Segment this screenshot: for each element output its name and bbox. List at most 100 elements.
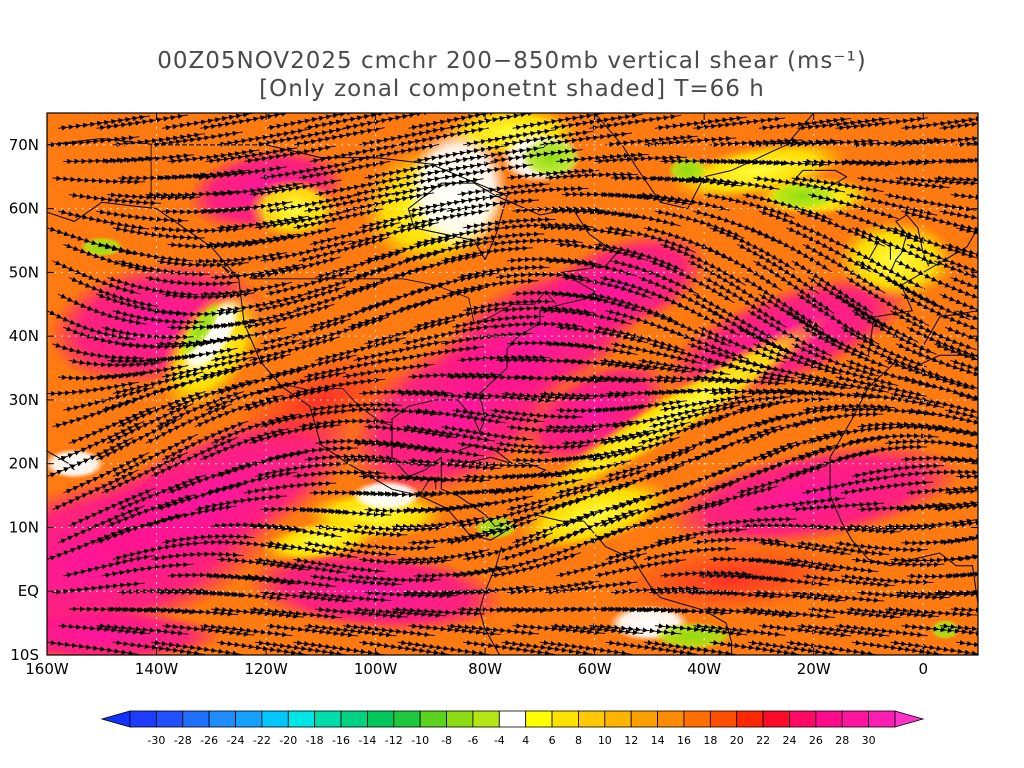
streamline xyxy=(342,540,436,552)
streamline xyxy=(594,154,688,164)
streamline xyxy=(496,185,589,197)
streamline xyxy=(397,474,490,483)
streamline xyxy=(298,590,392,603)
colorbar-swatch xyxy=(155,710,184,728)
colorbar-label: -12 xyxy=(385,734,403,747)
streamline xyxy=(254,461,347,479)
colorbar-swatch xyxy=(367,710,395,728)
streamline xyxy=(161,533,255,545)
streamline xyxy=(934,497,978,512)
lat-tick-label: 70N xyxy=(9,136,39,154)
streamline xyxy=(342,362,435,380)
colorbar-label: -8 xyxy=(441,734,452,747)
streamline xyxy=(298,507,392,518)
streamline xyxy=(446,198,539,214)
streamline xyxy=(96,209,189,224)
lon-tick-label: 140W xyxy=(135,660,179,678)
colorbar-swatch xyxy=(709,710,738,728)
streamline xyxy=(945,485,978,496)
streamline xyxy=(156,258,249,268)
colorbar-swatch xyxy=(235,710,263,728)
streamline xyxy=(884,192,977,212)
colorbar-label: 14 xyxy=(651,734,665,747)
lon-tick-label: 100W xyxy=(354,660,398,678)
colorbar-label: 16 xyxy=(677,734,691,747)
colorbar-label: 8 xyxy=(575,734,582,747)
streamline xyxy=(939,524,978,546)
streamline xyxy=(851,557,945,568)
streamline xyxy=(441,424,534,442)
streamline xyxy=(194,494,287,512)
colorbar-label: 18 xyxy=(703,734,717,747)
shade-region xyxy=(930,619,961,640)
streamline xyxy=(52,175,146,185)
streamline xyxy=(835,540,928,553)
colorbar-swatch xyxy=(551,710,579,728)
streamline xyxy=(441,163,534,180)
streamline xyxy=(452,313,545,330)
colorbar-label: -28 xyxy=(174,734,192,747)
streamline xyxy=(956,473,978,482)
lon-tick-label: 60W xyxy=(578,660,612,678)
streamline xyxy=(145,275,238,287)
colorbar-swatch xyxy=(762,710,790,728)
streamline xyxy=(950,508,978,529)
streamline xyxy=(704,516,797,529)
shade-region xyxy=(79,236,124,257)
streamline xyxy=(939,114,978,131)
colorbar-high-arrow xyxy=(894,710,925,728)
streamline xyxy=(293,377,386,396)
colorbar-swatch xyxy=(182,710,210,728)
streamline xyxy=(939,457,978,470)
lat-tick-label: 50N xyxy=(9,263,39,281)
colorbar-label: -14 xyxy=(358,734,376,747)
colorbar-swatch xyxy=(208,710,236,728)
plot-frame xyxy=(46,112,979,656)
shade-region xyxy=(767,181,838,210)
streamline xyxy=(391,345,484,363)
streamline xyxy=(391,177,484,197)
streamline xyxy=(841,573,934,585)
colorbar-swatch xyxy=(630,710,658,728)
colorbar-label: 26 xyxy=(809,734,823,747)
colorbar-label: 4 xyxy=(522,734,529,747)
colorbar-label: -4 xyxy=(494,734,505,747)
grid-lines xyxy=(47,113,978,655)
colorbar-label: 20 xyxy=(730,734,744,747)
streamline xyxy=(490,148,583,164)
streamline xyxy=(545,171,638,181)
lon-tick-label: 20W xyxy=(797,660,831,678)
lon-tick-label: 160W xyxy=(25,660,69,678)
streamline xyxy=(545,580,638,595)
streamline xyxy=(441,330,534,346)
streamline xyxy=(950,192,978,203)
streamline xyxy=(934,175,978,183)
colorbar-label: 6 xyxy=(549,734,556,747)
lon-tick-label: 80W xyxy=(468,660,502,678)
streamline xyxy=(68,358,162,368)
map-subtitle: [Only zonal componetnt shaded] T=66 h xyxy=(259,76,765,102)
lat-tick-label: EQ xyxy=(18,582,39,600)
lat-tick-label: 60N xyxy=(9,200,39,218)
colorbar-label: -20 xyxy=(279,734,297,747)
streamline xyxy=(293,557,386,574)
streamline xyxy=(463,216,556,230)
colorbar-label: -10 xyxy=(411,734,429,747)
streamline xyxy=(446,457,540,469)
colorbar-swatch xyxy=(841,710,870,728)
streamline xyxy=(293,469,386,479)
colorbar-label: 24 xyxy=(782,734,796,747)
colorbar-swatch xyxy=(261,710,289,728)
streamline xyxy=(736,396,830,412)
streamline xyxy=(939,623,978,636)
streamline xyxy=(945,154,978,165)
lon-tick-label: 0 xyxy=(918,660,928,678)
streamline xyxy=(939,209,978,227)
streamline xyxy=(490,237,584,247)
colorbar-swatch xyxy=(736,710,764,728)
streamline xyxy=(244,480,337,495)
colorbar-swatch xyxy=(525,710,553,728)
streamline xyxy=(506,424,600,434)
streamline xyxy=(265,445,358,462)
